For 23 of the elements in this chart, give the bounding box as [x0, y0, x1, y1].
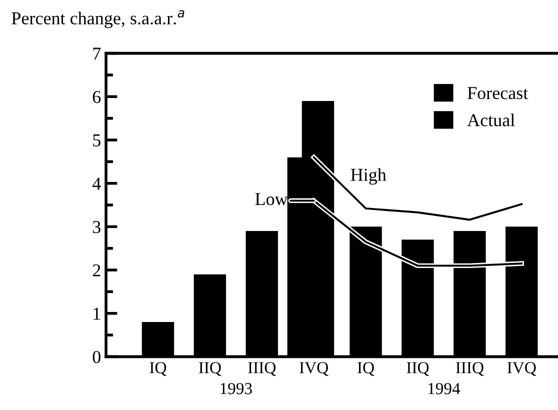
- legend-label: Forecast: [468, 87, 528, 100]
- y-tick-label: 0: [92, 350, 100, 364]
- text: 1993: [220, 383, 252, 394]
- text: 1994: [428, 383, 460, 394]
- x-tick-label: IVQ: [507, 362, 536, 376]
- series-label: High: [350, 168, 386, 185]
- legend-label: Actual: [467, 114, 515, 126]
- x-tick-label: IVQ: [300, 362, 328, 376]
- y-tick-label: 6: [92, 90, 101, 104]
- y-tick-label: 5: [93, 134, 100, 146]
- y-tick-label: 1: [94, 308, 100, 320]
- y-axis-title: Percent change, s.a.a.r.$^{a}$: [12, 10, 184, 28]
- series-label: Low: [255, 193, 288, 206]
- y-tick-label: 3: [92, 220, 100, 234]
- x-tick-label: IQ: [150, 362, 166, 376]
- x-tick-label: IIQ: [406, 362, 430, 376]
- y-tick-label: 2: [92, 264, 100, 276]
- x-tick-label: IQ: [358, 362, 374, 376]
- x-tick-label: IIIQ: [456, 362, 484, 376]
- y-tick-label: 7: [93, 48, 101, 60]
- x-tick-label: IIIQ: [248, 362, 276, 376]
- x-tick-label: IIQ: [198, 362, 222, 376]
- y-tick-label: 4: [92, 178, 101, 190]
